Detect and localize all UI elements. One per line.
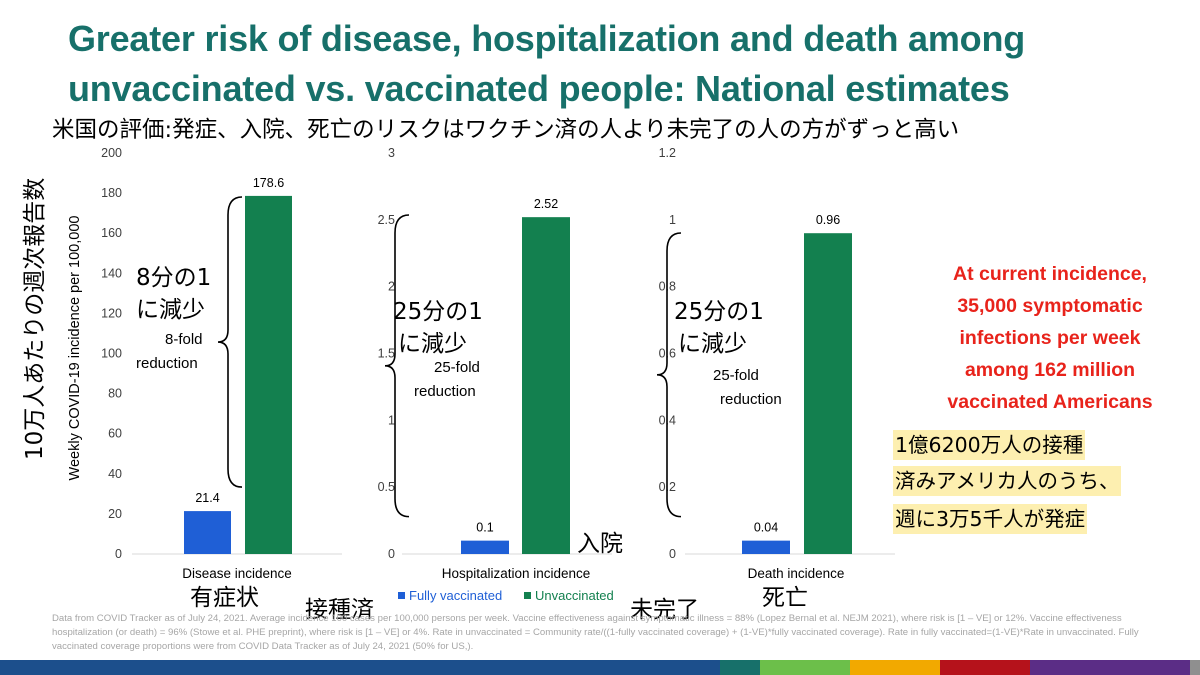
reduction-jp-hosp-1: 25分の1: [393, 299, 483, 325]
callout-line-4: among 162 million: [964, 359, 1136, 381]
reduction-brace: [217, 196, 243, 488]
y-tick-label: 2.5: [378, 213, 395, 227]
data-label: 21.4: [195, 491, 219, 505]
callout-jp-line-3: 週に3万5千人が発症: [893, 504, 1088, 534]
y-tick-label: 200: [101, 146, 122, 160]
data-label: 0.04: [754, 521, 778, 535]
footer-color-bar: [0, 660, 1200, 675]
bar-death-unvaccinated: [804, 233, 852, 554]
y-tick-label: 40: [108, 467, 122, 481]
footer-color-segment: [940, 660, 1030, 675]
footer-color-segment: [760, 660, 850, 675]
legend-label-unvaccinated: Unvaccinated: [535, 588, 614, 603]
bar-hosp-unvaccinated: [522, 217, 570, 554]
japanese-subtitle: 米国の評価:発症、入院、死亡のリスクはワクチン済の人より未完了の人の方がずっと高…: [52, 117, 960, 143]
footer-color-segment: [720, 660, 760, 675]
reduction-label-death-2: reduction: [720, 391, 782, 408]
y-tick-label: 1: [388, 413, 395, 427]
category-jp-disease: 有症状: [190, 585, 259, 611]
reduction-label-disease-2: reduction: [136, 355, 198, 372]
bar-death-vaccinated: [742, 540, 790, 554]
footer-color-segment: [1030, 660, 1190, 675]
footer-color-segment: [850, 660, 940, 675]
bar-disease-unvaccinated: [245, 195, 292, 555]
reduction-jp-disease-1: 8分の1: [136, 265, 212, 291]
y-tick-label: 1: [669, 213, 676, 227]
category-label: Death incidence: [748, 566, 845, 581]
footnote: Data from COVID Tracker as of July 24, 2…: [52, 613, 1139, 652]
legend-label-vaccinated: Fully vaccinated: [409, 588, 502, 603]
reduction-jp-disease-2: に減少: [136, 297, 205, 323]
category-jp-hosp: 入院: [577, 531, 623, 557]
reduction-jp-death-2: に減少: [678, 331, 747, 357]
reduction-label-death-1: 25-fold: [713, 367, 759, 384]
footer-color-segment: [1190, 660, 1200, 675]
y-tick-label: 20: [108, 507, 122, 521]
reduction-label-disease-1: 8-fold: [165, 331, 203, 348]
y-tick-label: 100: [101, 347, 122, 361]
reduction-jp-hosp-2: に減少: [398, 331, 467, 357]
callout-line-2: 35,000 symptomatic: [957, 295, 1143, 317]
y-tick-label: 1.5: [378, 347, 395, 361]
callout-line-3: infections per week: [959, 327, 1141, 349]
footer-color-segment: [0, 660, 720, 675]
y-tick-label: 1.2: [659, 146, 676, 160]
legend-swatch-vaccinated: [398, 592, 405, 599]
data-label: 0.96: [816, 213, 840, 227]
bar-hosp-vaccinated: [461, 540, 509, 554]
callout-line-1: At current incidence,: [953, 263, 1147, 285]
y-tick-label: 0: [388, 547, 395, 561]
y-tick-label: 0.5: [378, 480, 395, 494]
data-label: 2.52: [534, 197, 558, 211]
y-tick-label: 140: [101, 266, 122, 280]
legend-jp-vaccinated: 接種済: [305, 597, 374, 623]
legend-jp-unvaccinated: 未完了: [630, 597, 699, 623]
reduction-brace: [656, 232, 682, 518]
y-tick-label: 60: [108, 427, 122, 441]
y-tick-label: 3: [388, 146, 395, 160]
y-tick-label: 0: [115, 547, 122, 561]
category-jp-death: 死亡: [762, 585, 808, 611]
legend-swatch-unvaccinated: [524, 592, 531, 599]
bar-disease-vaccinated: [184, 511, 231, 554]
category-label: Disease incidence: [182, 566, 292, 581]
y-tick-label: 80: [108, 387, 122, 401]
data-label: 0.1: [476, 521, 493, 535]
slide-title: Greater risk of disease, hospitalization…: [68, 18, 1026, 109]
reduction-brace: [384, 214, 410, 518]
category-label: Hospitalization incidence: [442, 566, 591, 581]
data-label: 178.6: [253, 176, 284, 190]
y-tick-label: 0: [669, 547, 676, 561]
reduction-label-hosp-2: reduction: [414, 383, 476, 400]
y-tick-label: 160: [101, 226, 122, 240]
y-tick-label: 180: [101, 186, 122, 200]
y-tick-label: 120: [101, 306, 122, 320]
reduction-jp-death-1: 25分の1: [674, 299, 764, 325]
y-tick-label: 2: [388, 280, 395, 294]
callout-jp-line-2: 済みアメリカ人のうち、: [893, 466, 1122, 496]
callout-line-5: vaccinated Americans: [947, 391, 1153, 413]
callout-jp-line-1: 1億6200万人の接種: [893, 430, 1086, 460]
reduction-label-hosp-1: 25-fold: [434, 359, 480, 376]
